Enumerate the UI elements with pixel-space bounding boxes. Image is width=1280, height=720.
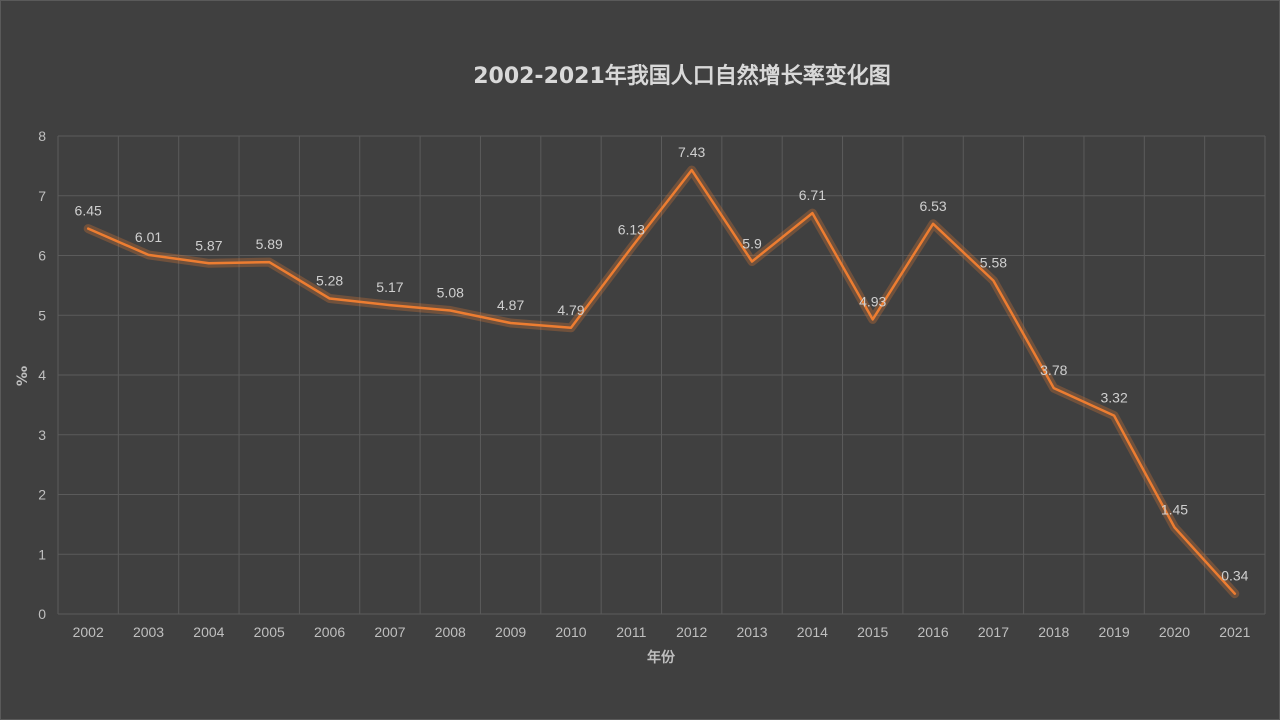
x-tick-label: 2008: [435, 624, 466, 640]
series-line: [86, 168, 1237, 595]
data-label: 5.58: [980, 255, 1007, 271]
x-tick-label: 2007: [374, 624, 405, 640]
y-tick-label: 5: [38, 307, 46, 323]
x-tick-label: 2002: [73, 624, 104, 640]
y-axis-label: ‰: [15, 366, 31, 386]
series-line-group: [83, 165, 1240, 599]
data-label: 5.89: [256, 236, 283, 252]
x-tick-label: 2010: [555, 624, 586, 640]
x-tick-label: 2015: [857, 624, 888, 640]
data-label: 7.43: [678, 144, 705, 160]
x-tick-label: 2018: [1038, 624, 1069, 640]
data-label: 5.28: [316, 273, 343, 289]
data-label: 6.13: [618, 222, 645, 238]
data-label: 3.78: [1040, 362, 1067, 378]
x-tick-label: 2009: [495, 624, 526, 640]
data-labels: 6.45 6.01 5.87 5.89 5.28 5.17 5.08 4.87 4.79 6.13…: [75, 144, 1249, 584]
data-label: 5.17: [376, 279, 403, 295]
data-label: 6.45: [75, 203, 102, 219]
data-label: 1.45: [1161, 501, 1188, 517]
data-label: 5.9: [742, 235, 762, 251]
x-tick-label: 2005: [254, 624, 285, 640]
y-tick-label: 6: [38, 248, 46, 264]
x-tick-label: 2011: [616, 624, 646, 640]
y-tick-label: 3: [38, 427, 46, 443]
x-tick-label: 2003: [133, 624, 164, 640]
data-label: 6.53: [919, 198, 946, 214]
data-label: 6.71: [799, 187, 826, 203]
y-axis-ticks: 0 1 2 3 4 5 6 7 8: [38, 128, 46, 622]
x-tick-label: 2012: [676, 624, 707, 640]
data-label: 5.87: [195, 237, 222, 253]
x-tick-label: 2014: [797, 624, 828, 640]
data-label: 4.93: [859, 293, 886, 309]
y-tick-label: 2: [38, 487, 46, 503]
y-tick-label: 7: [38, 188, 46, 204]
x-tick-label: 2013: [736, 624, 767, 640]
data-label: 6.01: [135, 229, 162, 245]
x-axis-label: 年份: [647, 649, 676, 666]
x-tick-label: 2004: [193, 624, 224, 640]
data-label: 0.34: [1221, 568, 1248, 584]
x-tick-label: 2017: [978, 624, 1009, 640]
chart-title: 2002-2021年我国人口自然增长率变化图: [473, 63, 891, 89]
y-tick-label: 8: [38, 128, 46, 144]
y-tick-label: 1: [38, 546, 46, 562]
data-label: 5.08: [437, 284, 464, 300]
x-tick-label: 2006: [314, 624, 345, 640]
x-tick-label: 2021: [1219, 624, 1250, 640]
data-label: 3.32: [1101, 390, 1128, 406]
y-tick-label: 4: [38, 367, 46, 383]
y-tick-label: 0: [38, 606, 46, 622]
x-tick-label: 2016: [917, 624, 948, 640]
data-label: 4.87: [497, 297, 524, 313]
x-axis-ticks: 2002 2003 2004 2005 2006 2007 2008 2009 2010 2011…: [73, 624, 1251, 640]
x-tick-label: 2019: [1099, 624, 1130, 640]
x-tick-label: 2020: [1159, 624, 1190, 640]
data-label: 4.79: [557, 302, 584, 318]
